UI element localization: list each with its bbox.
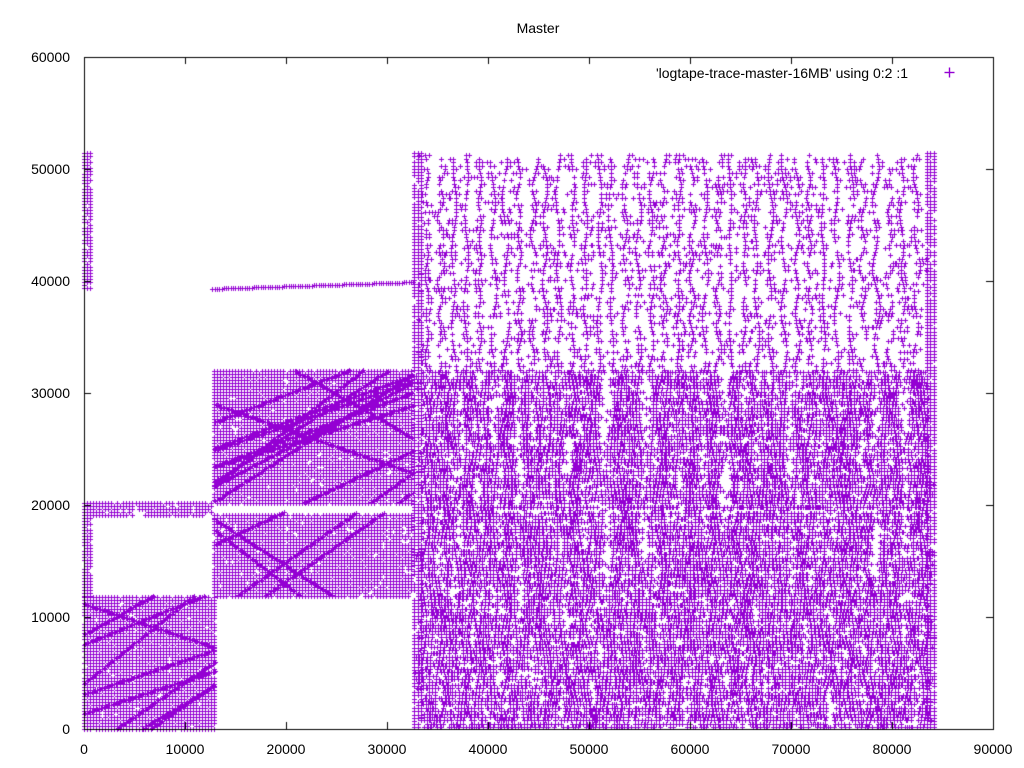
y-axis-tick-label: 30000 [31, 385, 70, 401]
legend: 'logtape-trace-master-16MB' using 0:2 :1 [0, 65, 956, 81]
x-axis-tick-label: 30000 [367, 741, 407, 757]
plus-marker-icon [943, 66, 956, 79]
y-axis-tick-label: 0 [62, 721, 70, 737]
y-axis-tick-label: 50000 [31, 161, 70, 177]
plot-title: Master [516, 20, 560, 36]
x-axis-tick-label: 80000 [872, 741, 912, 757]
x-axis-tick-label: 0 [80, 741, 88, 757]
y-axis-tick-label: 60000 [31, 49, 70, 65]
x-axis-tick-label: 70000 [771, 741, 811, 757]
y-axis-tick-label: 40000 [31, 273, 70, 289]
x-axis-tick-label: 20000 [266, 741, 306, 757]
legend-series-label: 'logtape-trace-master-16MB' using 0:2 :1 [655, 65, 908, 81]
x-axis-tick-label: 90000 [973, 741, 1013, 757]
x-axis-tick-label: 60000 [670, 741, 710, 757]
x-axis-tick-label: 40000 [468, 741, 508, 757]
y-axis-tick-label: 20000 [31, 497, 70, 513]
x-axis-tick-label: 10000 [165, 741, 205, 757]
x-axis-tick-label: 50000 [569, 741, 609, 757]
y-axis-tick-label: 10000 [31, 609, 70, 625]
